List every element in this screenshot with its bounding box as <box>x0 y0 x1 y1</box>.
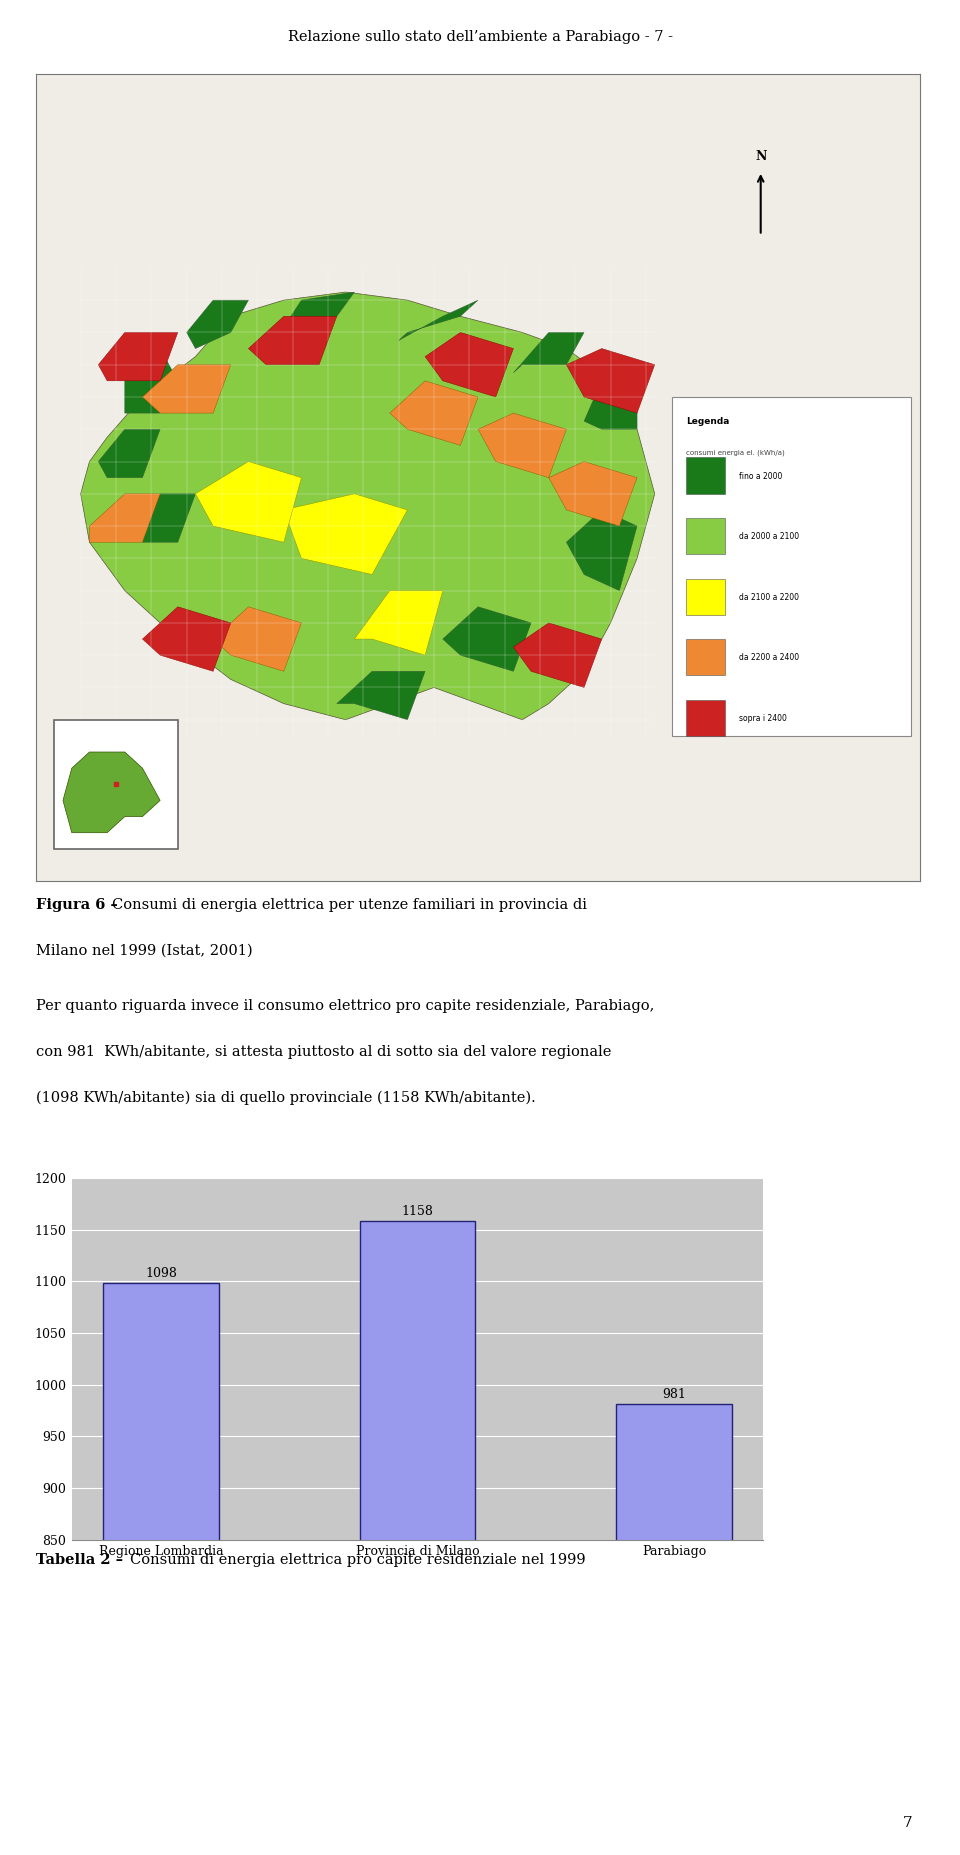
Bar <box>685 638 726 675</box>
Text: sopra i 2400: sopra i 2400 <box>738 714 786 723</box>
Text: (1098 KWh/abitante) sia di quello provinciale (1158 KWh/abitante).: (1098 KWh/abitante) sia di quello provin… <box>36 1091 537 1106</box>
Bar <box>685 579 726 614</box>
Polygon shape <box>249 315 337 365</box>
Polygon shape <box>549 462 637 527</box>
Polygon shape <box>142 365 230 414</box>
Polygon shape <box>284 493 407 575</box>
Bar <box>104 1284 219 1855</box>
Polygon shape <box>390 380 478 445</box>
Bar <box>616 1404 732 1855</box>
Text: Figura 6 –: Figura 6 – <box>36 898 118 911</box>
Polygon shape <box>98 429 160 477</box>
Polygon shape <box>186 301 249 349</box>
Polygon shape <box>275 291 354 341</box>
Bar <box>685 518 726 555</box>
Polygon shape <box>142 607 230 672</box>
Text: Consumi di energia elettrica pro capite residenziale nel 1999: Consumi di energia elettrica pro capite … <box>130 1553 586 1567</box>
Polygon shape <box>98 332 178 380</box>
Text: da 2000 a 2100: da 2000 a 2100 <box>738 532 799 542</box>
Polygon shape <box>89 493 160 542</box>
Text: 7: 7 <box>902 1816 912 1829</box>
Polygon shape <box>478 414 566 477</box>
Text: fino a 2000: fino a 2000 <box>738 471 782 480</box>
Polygon shape <box>213 607 301 672</box>
Bar <box>685 699 726 736</box>
Polygon shape <box>566 349 655 414</box>
Polygon shape <box>354 590 443 655</box>
Polygon shape <box>443 607 531 672</box>
Polygon shape <box>584 380 637 429</box>
Text: con 981  KWh/abitante, si attesta piuttosto al di sotto sia del valore regionale: con 981 KWh/abitante, si attesta piuttos… <box>36 1044 612 1059</box>
Text: 1098: 1098 <box>145 1267 177 1280</box>
Polygon shape <box>133 493 196 542</box>
Bar <box>360 1221 475 1855</box>
Polygon shape <box>398 301 478 341</box>
Text: consumi energia el. (kWh/a): consumi energia el. (kWh/a) <box>685 449 784 456</box>
Bar <box>672 397 911 736</box>
Polygon shape <box>566 510 637 590</box>
Bar <box>54 720 178 850</box>
Text: 981: 981 <box>662 1388 686 1401</box>
Polygon shape <box>514 332 584 373</box>
Text: Legenda: Legenda <box>685 417 729 427</box>
Text: Per quanto riguarda invece il consumo elettrico pro capite residenziale, Parabia: Per quanto riguarda invece il consumo el… <box>36 998 655 1013</box>
Bar <box>685 458 726 493</box>
Polygon shape <box>337 672 425 720</box>
Text: Tabella 2 –: Tabella 2 – <box>36 1553 124 1567</box>
Text: 1158: 1158 <box>401 1206 434 1219</box>
Text: Relazione sullo stato dell’ambiente a Parabiago - 7 -: Relazione sullo stato dell’ambiente a Pa… <box>287 30 673 45</box>
Polygon shape <box>63 751 160 833</box>
Text: da 2100 a 2200: da 2100 a 2200 <box>738 592 799 601</box>
Polygon shape <box>425 332 514 397</box>
Text: Milano nel 1999 (Istat, 2001): Milano nel 1999 (Istat, 2001) <box>36 944 253 957</box>
Polygon shape <box>196 462 301 542</box>
Text: N: N <box>755 150 766 163</box>
Polygon shape <box>81 291 655 720</box>
Polygon shape <box>125 349 178 414</box>
Polygon shape <box>514 623 602 688</box>
Text: da 2200 a 2400: da 2200 a 2400 <box>738 653 799 662</box>
Text: Consumi di energia elettrica per utenze familiari in provincia di: Consumi di energia elettrica per utenze … <box>112 898 587 911</box>
